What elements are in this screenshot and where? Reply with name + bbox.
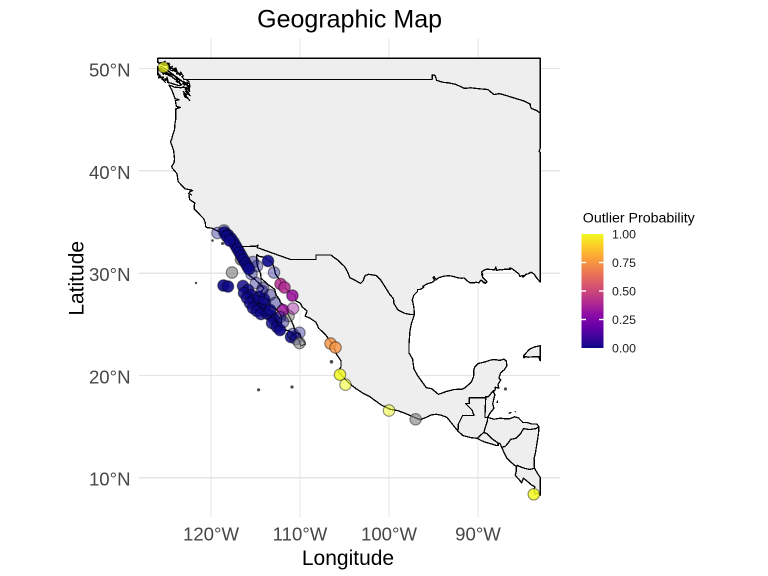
- svg-text:0.50: 0.50: [612, 284, 636, 298]
- svg-text:100°W: 100°W: [361, 524, 417, 545]
- svg-text:40°N: 40°N: [89, 162, 131, 183]
- svg-text:0.25: 0.25: [612, 313, 636, 327]
- svg-text:Outlier Probability: Outlier Probability: [583, 211, 696, 227]
- svg-text:1.00: 1.00: [612, 227, 636, 241]
- svg-text:90°W: 90°W: [455, 524, 501, 545]
- svg-text:10°N: 10°N: [89, 469, 131, 490]
- svg-text:Longitude: Longitude: [302, 547, 394, 570]
- svg-text:0.75: 0.75: [612, 256, 636, 270]
- svg-text:20°N: 20°N: [89, 366, 131, 387]
- svg-text:30°N: 30°N: [89, 264, 131, 285]
- svg-text:0.00: 0.00: [612, 341, 636, 355]
- svg-text:110°W: 110°W: [273, 524, 328, 545]
- svg-text:120°W: 120°W: [183, 524, 239, 545]
- svg-text:50°N: 50°N: [89, 60, 131, 81]
- svg-text:Latitude: Latitude: [66, 241, 89, 316]
- svg-text:Geographic Map: Geographic Map: [257, 6, 442, 34]
